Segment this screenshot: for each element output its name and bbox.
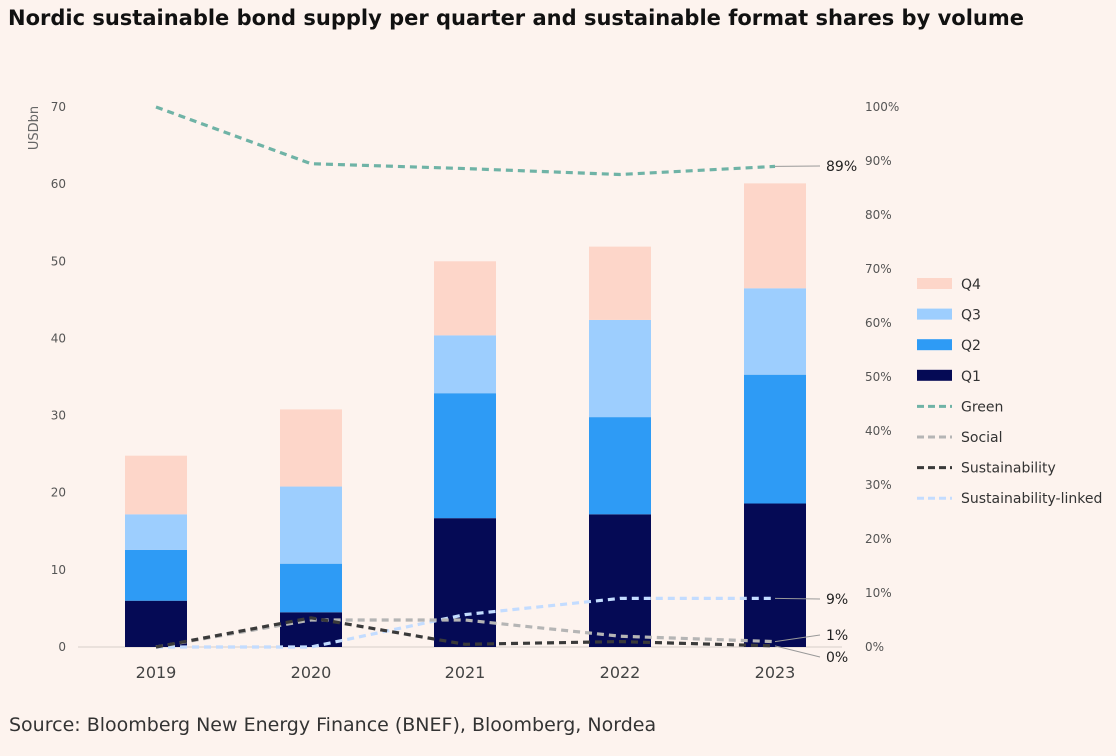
- y2-tick-label: 60%: [865, 316, 892, 330]
- legend-swatch-q3: [917, 308, 952, 320]
- x-tick-label: 2023: [755, 663, 796, 682]
- legend-label-q3: Q3: [961, 308, 981, 324]
- y-tick-label: 20: [51, 486, 66, 500]
- bar-q3-2019: [125, 514, 187, 550]
- y-tick-label: 70: [51, 100, 66, 114]
- bar-q4-2022: [589, 246, 651, 320]
- y2-tick-label: 40%: [865, 424, 892, 438]
- y2-tick-label: 100%: [865, 100, 899, 114]
- legend-label-sustainability-linked: Sustainability-linked: [961, 491, 1102, 507]
- legend-label-q1: Q1: [961, 369, 981, 385]
- annotation-label: 0%: [826, 650, 848, 666]
- x-tick-label: 2019: [136, 663, 177, 682]
- legend-label-green: Green: [961, 399, 1003, 415]
- line-sustainability-linked: [156, 596, 775, 649]
- legend-label-social: Social: [961, 430, 1003, 446]
- bar-q2-2022: [589, 417, 651, 515]
- source-note: Source: Bloomberg New Energy Finance (BN…: [9, 714, 657, 736]
- annotation-label: 1%: [826, 628, 848, 644]
- legend-swatch-q2: [917, 339, 952, 351]
- legend-label-q2: Q2: [961, 338, 981, 354]
- bar-q4-2019: [125, 455, 187, 515]
- y2-tick-label: 30%: [865, 478, 892, 492]
- legend-swatch-q1: [917, 369, 952, 381]
- bar-q2-2021: [434, 393, 496, 519]
- y2-tick-label: 90%: [865, 154, 892, 168]
- bar-q2-2020: [280, 563, 342, 613]
- legend-swatch-q4: [917, 278, 952, 289]
- y-tick-label: 30: [51, 409, 66, 423]
- y-tick-label: 50: [51, 254, 66, 268]
- line-sustainability: [155, 616, 776, 649]
- legend-label-sustainability: Sustainability: [961, 461, 1056, 477]
- legend-label-q4: Q4: [961, 277, 981, 293]
- annotation-leader: [774, 597, 821, 600]
- bar-q3-2022: [589, 319, 651, 418]
- line-green: [155, 105, 776, 177]
- line-social: [155, 618, 776, 649]
- y-tick-label: 0: [58, 640, 66, 654]
- bar-q3-2020: [280, 486, 342, 564]
- bar-q2-2023: [744, 374, 806, 504]
- y2-tick-label: 20%: [865, 532, 892, 546]
- bar-q1-2019: [125, 600, 187, 647]
- x-tick-label: 2021: [445, 663, 486, 682]
- bar-q4-2020: [280, 409, 342, 487]
- annotation-label: 89%: [826, 159, 857, 175]
- y2-tick-label: 0%: [865, 640, 884, 654]
- annotation-leader: [774, 634, 821, 643]
- annotation-leader: [774, 645, 821, 658]
- y-tick-label: 10: [51, 563, 66, 577]
- bar-q3-2021: [434, 335, 496, 394]
- bar-q2-2019: [125, 549, 187, 601]
- bar-q4-2021: [434, 261, 496, 336]
- chart-title: Nordic sustainable bond supply per quart…: [8, 6, 1024, 30]
- y2-tick-label: 50%: [865, 370, 892, 384]
- y-tick-label: 40: [51, 331, 66, 345]
- bar-q4-2023: [744, 183, 806, 289]
- bar-q3-2023: [744, 288, 806, 375]
- bar-q1-2023: [744, 503, 806, 647]
- x-tick-label: 2020: [291, 663, 332, 682]
- annotation-label: 9%: [826, 592, 848, 608]
- y-tick-label: 60: [51, 177, 66, 191]
- y2-tick-label: 80%: [865, 208, 892, 222]
- bar-q1-2022: [589, 514, 651, 647]
- x-tick-label: 2022: [600, 663, 641, 682]
- y2-tick-label: 10%: [865, 586, 892, 600]
- y2-tick-label: 70%: [865, 262, 892, 276]
- y-axis-label: USDbn: [27, 106, 42, 150]
- bar-q1-2021: [434, 518, 496, 647]
